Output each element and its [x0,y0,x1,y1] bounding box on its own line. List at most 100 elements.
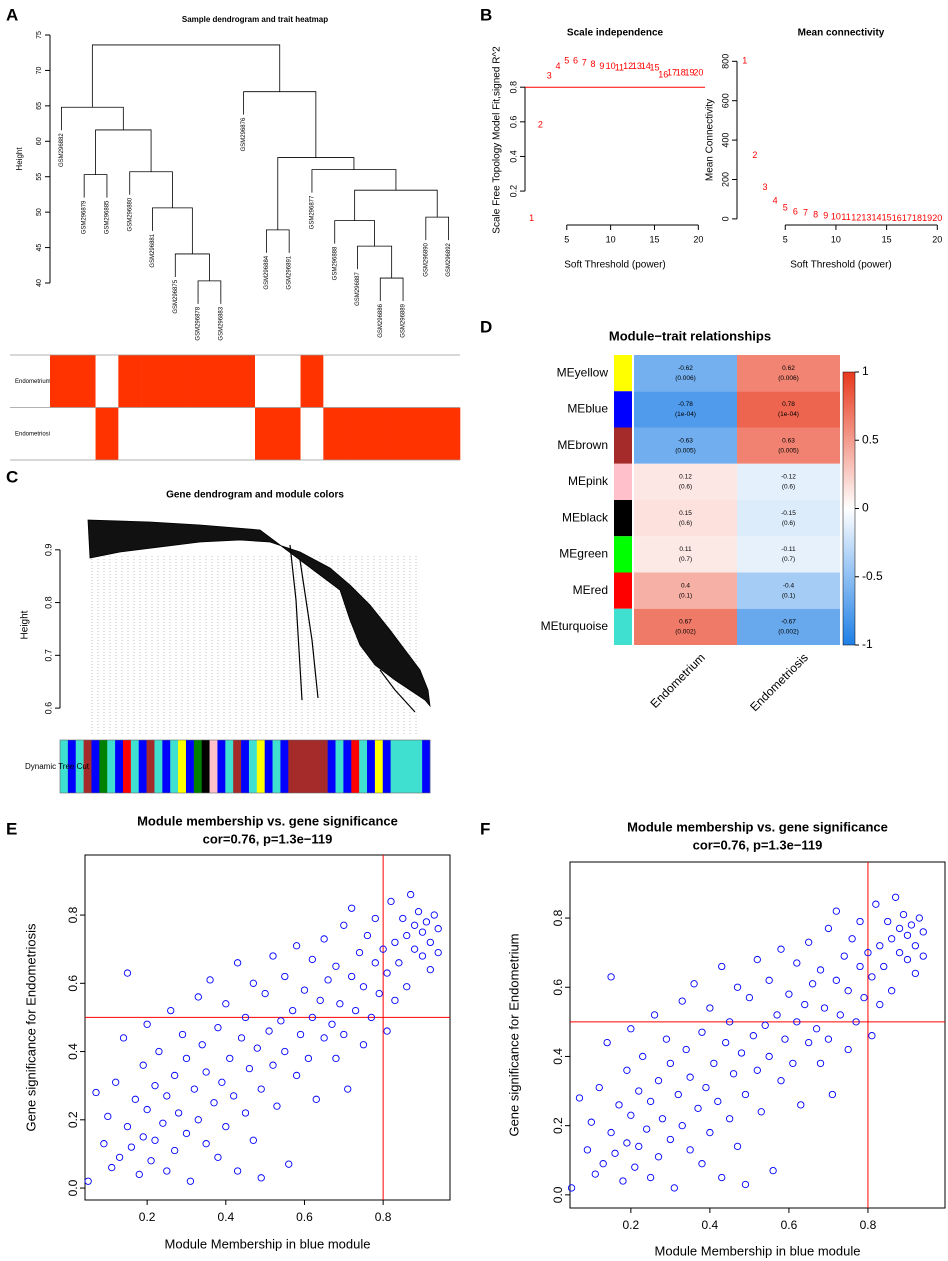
point [289,1006,297,1015]
point-label: 10 [831,212,841,222]
point [812,1025,821,1033]
cell-value: -0.11 [781,546,796,553]
point [304,1054,313,1063]
point [876,1000,884,1009]
module-color-segment [146,740,155,793]
point [277,1017,285,1025]
point-label: 19 [685,68,695,78]
point [123,969,132,977]
point [233,1167,242,1175]
point [793,1018,801,1026]
cell-pvalue: (0.002) [675,629,696,636]
point [379,945,387,953]
point [300,986,309,994]
point [860,993,868,1002]
point [418,952,427,960]
module-color-segment [319,740,328,793]
y-tick-label: 60 [36,137,43,145]
point-label: 19 [922,213,932,223]
module-color-segment [414,740,423,793]
cell-pvalue: (0.6) [679,520,692,527]
point [218,1078,226,1086]
point [257,1174,265,1182]
point [214,1024,222,1032]
point [844,1045,852,1054]
trait-cell [141,355,165,408]
y-tick-label: 0.8 [66,906,80,923]
point-label: 11 [615,63,624,73]
point-label: 9 [599,61,604,71]
point [174,1109,183,1117]
point [583,1146,592,1154]
cell-value: 0.63 [782,437,795,444]
heat-cell [634,500,737,537]
point [797,1101,805,1109]
point-label: 16 [658,69,668,79]
point [654,1153,663,1161]
point [115,1153,124,1161]
point [387,897,395,906]
dendrogram-link [357,245,393,279]
y-tick-label: 45 [36,244,43,252]
point [816,1059,825,1068]
module-color-segment [107,740,116,793]
cell-value: 0.67 [679,619,692,626]
point [336,1000,344,1008]
point [151,1082,159,1090]
point [631,1163,639,1171]
point [895,924,904,933]
point [706,1128,714,1137]
point [876,942,884,950]
point [733,983,742,991]
gene-dendrogram-shape [87,519,431,735]
y-tick-label: 75 [36,31,43,39]
colorbar-label: -0.5 [862,569,883,583]
y-tick-label: 65 [36,102,43,110]
module-color-segment [162,740,171,793]
dendrogram-link [83,174,108,198]
y-tick-label: 50 [36,208,43,216]
y-tick-label: 0.8 [43,596,53,609]
point [359,983,368,991]
trait-cell [414,355,438,408]
module-color-segment [343,740,352,793]
point [722,1038,730,1047]
point [403,931,411,940]
cell-value: 0.62 [782,365,795,372]
dendrogram-link [265,229,290,253]
point [666,1059,675,1068]
sample-label: GSM296877 [310,195,316,229]
heat-cell [737,427,840,464]
point [903,955,912,964]
y-tick-label: 400 [720,133,730,148]
point [351,1006,360,1015]
chart-title: Sample dendrogram and trait heatmap [182,15,328,24]
module-color-segment [272,740,281,793]
point [241,1109,250,1117]
point [789,1059,797,1068]
point [241,1013,250,1022]
plot-frame [84,854,451,1201]
heat-cell [737,536,840,573]
trait-cell [255,407,279,460]
point [391,938,399,947]
point-label: 5 [564,56,569,66]
sample-label: GSM296890 [423,242,429,276]
chart-title: Mean connectivity [798,28,885,39]
point [607,1128,615,1137]
trait-cell [323,407,347,460]
point [824,924,833,933]
point [344,1085,352,1093]
sample-label: GSM296883 [218,306,224,340]
point-label: 4 [773,196,778,206]
point [702,1083,710,1092]
point [599,1160,607,1168]
row-label: MEred [573,583,608,597]
trait-cell [163,355,187,408]
point [186,1177,195,1185]
point-label: 14 [871,213,881,223]
point-label: 13 [861,212,871,222]
point [159,1119,167,1127]
point [395,959,403,967]
point [434,948,442,957]
